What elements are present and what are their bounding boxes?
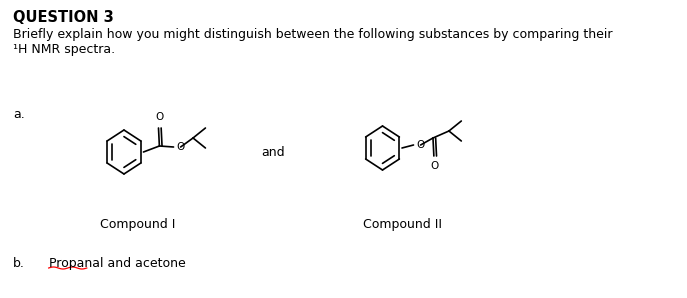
Text: O: O bbox=[431, 161, 439, 171]
Text: b.: b. bbox=[13, 257, 25, 270]
Text: QUESTION 3: QUESTION 3 bbox=[13, 10, 114, 25]
Text: Compound II: Compound II bbox=[363, 218, 442, 231]
Text: ¹H NMR spectra.: ¹H NMR spectra. bbox=[13, 43, 115, 56]
Text: a.: a. bbox=[13, 108, 25, 121]
Text: O: O bbox=[176, 142, 184, 152]
Text: Propanal and acetone: Propanal and acetone bbox=[49, 257, 185, 270]
Text: Briefly explain how you might distinguish between the following substances by co: Briefly explain how you might distinguis… bbox=[13, 28, 613, 41]
Text: O: O bbox=[416, 140, 425, 150]
Text: and: and bbox=[261, 147, 284, 159]
Text: O: O bbox=[155, 112, 164, 122]
Text: Compound I: Compound I bbox=[100, 218, 175, 231]
